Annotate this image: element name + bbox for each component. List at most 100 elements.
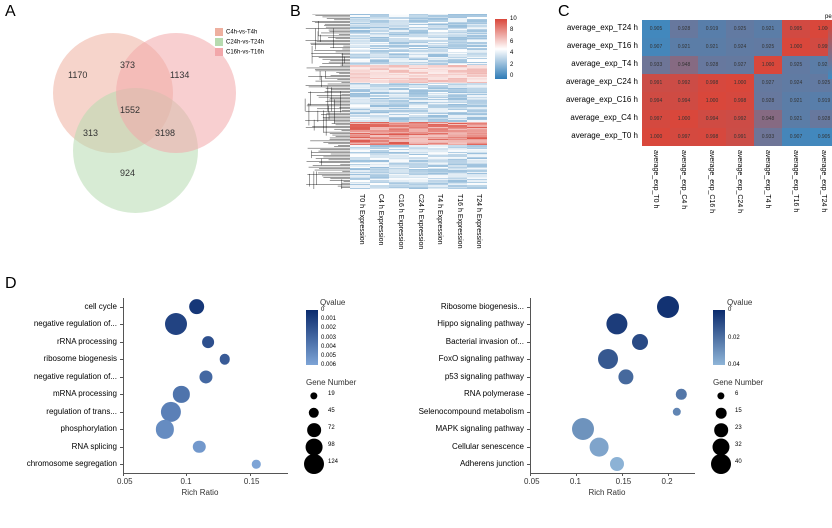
x-tick xyxy=(186,473,187,476)
qvalue-tick: 0.02 xyxy=(728,335,740,341)
correlation-y-label: average_exp_C16 h xyxy=(560,95,638,104)
x-tick-label: 0.1 xyxy=(570,477,581,486)
venn-legend-item: C16h-vs-T16h xyxy=(215,48,264,56)
correlation-y-label: average_exp_T24 h xyxy=(560,23,638,32)
correlation-cell: 1.000 xyxy=(726,74,754,92)
bubble-point xyxy=(572,418,594,440)
correlation-x-label: average_exp_C4 h xyxy=(680,150,687,209)
y-tick xyxy=(120,342,123,343)
heatmap-column xyxy=(409,14,429,189)
size-legend-dot xyxy=(713,439,730,456)
heatmap-column xyxy=(428,14,448,189)
qvalue-tick: 0.002 xyxy=(321,325,336,331)
colorbar-tick: 8 xyxy=(510,27,513,33)
bubble-point xyxy=(165,313,187,335)
qvalue-tick: 0.001 xyxy=(321,316,336,322)
qvalue-tick: 0.04 xyxy=(728,362,740,368)
bubble-term-label: phosphorylation xyxy=(8,424,117,433)
y-tick xyxy=(527,342,530,343)
heatmap-colorbar: 0246810 xyxy=(495,19,535,89)
correlation-cell: 0.921 xyxy=(782,110,810,128)
correlation-cell: 0.907 xyxy=(782,128,810,146)
correlation-cell: 0.991 xyxy=(726,128,754,146)
correlation-cell: 1.000 xyxy=(642,128,670,146)
y-axis xyxy=(530,298,531,473)
bubble-term-label: RNA splicing xyxy=(8,442,117,451)
x-tick xyxy=(123,473,124,476)
y-tick xyxy=(527,307,530,308)
bubble-term-label: negative regulation of... xyxy=(8,319,117,328)
bubble-plot-left: cell cyclenegative regulation of...rRNA … xyxy=(8,290,408,520)
correlation-grid: 0.9050.9280.9190.9250.9210.9951.0000.907… xyxy=(642,20,832,146)
bubble-point xyxy=(632,334,648,350)
correlation-x-label: average_exp_T24 h xyxy=(820,150,827,212)
bubble-point xyxy=(598,349,618,369)
qvalue-legend-title: Qvalue xyxy=(320,298,345,307)
bubble-term-label: MAPK signaling pathway xyxy=(415,424,524,433)
bubble-term-label: Selenocompound metabolism xyxy=(415,407,524,416)
heatmap-area xyxy=(350,14,487,189)
size-legend-title: Gene Number xyxy=(713,378,763,387)
x-tick xyxy=(668,473,669,476)
x-tick-label: 0.2 xyxy=(662,477,673,486)
correlation-cell: 0.925 xyxy=(782,56,810,74)
heatmap-x-label: C16 h Expression xyxy=(397,194,404,249)
correlation-cell: 0.925 xyxy=(754,38,782,56)
heatmap-x-label: C24 h Expression xyxy=(417,194,424,249)
correlation-cell: 0.992 xyxy=(726,110,754,128)
correlation-cell: 0.928 xyxy=(670,20,698,38)
correlation-cell: 0.994 xyxy=(642,92,670,110)
bubble-point xyxy=(193,441,205,453)
correlation-y-label: average_exp_T16 h xyxy=(560,41,638,50)
correlation-cell: 0.998 xyxy=(698,128,726,146)
correlation-cell: 0.924 xyxy=(726,38,754,56)
correlation-cell: 1.000 xyxy=(782,38,810,56)
correlation-y-label: average_exp_T4 h xyxy=(560,59,638,68)
bubble-term-label: Bacterial invasion of... xyxy=(415,337,524,346)
correlation-x-label: average_exp_T0 h xyxy=(652,150,659,208)
size-legend-dot xyxy=(717,392,724,399)
x-axis-label: Rich Ratio xyxy=(589,488,626,497)
correlation-cell: 0.995 xyxy=(782,20,810,38)
colorbar-tick: 4 xyxy=(510,50,513,56)
heatmap-x-label: T4 h Expression xyxy=(436,194,443,245)
y-tick xyxy=(120,447,123,448)
correlation-cell: 0.948 xyxy=(670,56,698,74)
panel-b-heatmap: T0 h ExpressionC4 h ExpressionC16 h Expr… xyxy=(300,14,550,264)
correlation-x-label: average_exp_C16 h xyxy=(708,150,715,213)
venn-count: 1552 xyxy=(120,105,140,115)
correlation-cell: 0.921 xyxy=(698,38,726,56)
size-legend-dot xyxy=(714,423,728,437)
colorbar-title: pearson correlation xyxy=(825,14,832,20)
x-tick xyxy=(576,473,577,476)
correlation-cell: 0.907 xyxy=(642,38,670,56)
bubble-term-label: Ribosome biogenesis... xyxy=(415,302,524,311)
heatmap-column xyxy=(370,14,390,189)
x-tick-label: 0.05 xyxy=(117,477,133,486)
y-tick xyxy=(120,394,123,395)
y-tick xyxy=(120,359,123,360)
correlation-cell: 0.919 xyxy=(810,92,832,110)
bubble-point xyxy=(610,457,624,471)
qvalue-legend-title: Qvalue xyxy=(727,298,752,307)
x-axis-label: Rich Ratio xyxy=(182,488,219,497)
x-tick-label: 0.05 xyxy=(524,477,540,486)
heatmap-x-label: T0 h Expression xyxy=(358,194,365,245)
correlation-cell: 0.928 xyxy=(754,92,782,110)
bubble-term-label: p53 signaling pathway xyxy=(415,372,524,381)
correlation-cell: 0.905 xyxy=(642,20,670,38)
size-legend-dot xyxy=(309,408,319,418)
venn-diagram: 1170373113431315523198924C4h-vs-T4hC24h-… xyxy=(18,18,278,218)
correlation-cell: 0.997 xyxy=(642,110,670,128)
qvalue-colorbar xyxy=(713,310,725,365)
correlation-cell: 0.997 xyxy=(670,128,698,146)
correlation-cell: 0.921 xyxy=(670,38,698,56)
heatmap-x-label: T24 h Expression xyxy=(475,194,482,248)
correlation-cell: 0.928 xyxy=(810,110,832,128)
bubble-point xyxy=(589,437,608,456)
y-tick xyxy=(527,464,530,465)
venn-count: 313 xyxy=(83,128,98,138)
colorbar-gradient xyxy=(828,24,832,79)
qvalue-tick: 0 xyxy=(321,307,324,313)
bubble-point xyxy=(606,314,627,335)
